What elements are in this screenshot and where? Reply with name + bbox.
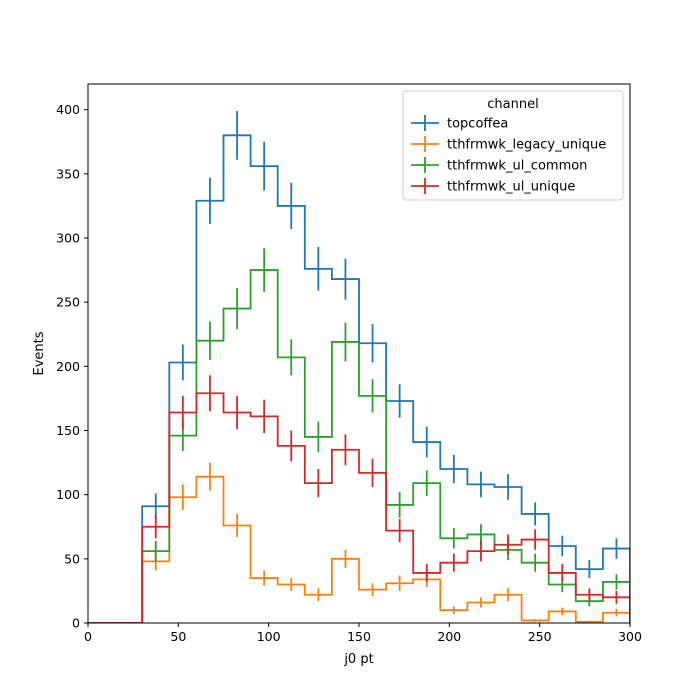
x-tick-label: 300 <box>618 629 642 644</box>
legend-label: tthfrmwk_legacy_unique <box>447 138 606 153</box>
legend-items: topcoffea tthfrmwk_legacy_unique tthfrmwk_… <box>411 115 606 195</box>
series-tthfrmwk_ul_unique <box>88 375 630 623</box>
series-layer <box>88 110 630 623</box>
legend-label: topcoffea <box>447 117 508 132</box>
y-tick-label: 150 <box>56 423 80 438</box>
series-topcoffea <box>88 110 630 623</box>
legend-item: tthfrmwk_legacy_unique <box>411 136 606 153</box>
axis-layer: 0 50 100 150 200 250 300 0 50 100 150 200 250 300 350 4… <box>56 102 642 644</box>
y-tick-label: 50 <box>64 551 80 566</box>
x-tick-label: 100 <box>257 629 281 644</box>
x-tick-label: 200 <box>437 629 461 644</box>
legend-item: tthfrmwk_ul_common <box>411 157 587 174</box>
y-tick-label: 300 <box>56 231 80 246</box>
legend: channel topcoffeatthfrmwk_legacy_uniquet… <box>402 90 624 201</box>
legend-label: tthfrmwk_ul_unique <box>447 180 575 195</box>
legend-box <box>402 90 624 201</box>
y-tick-label: 350 <box>56 166 80 181</box>
y-tick-label: 100 <box>56 487 80 502</box>
x-tick-label: 0 <box>84 629 92 644</box>
legend-label: tthfrmwk_ul_common <box>447 159 587 174</box>
step-line-tthfrmwk_legacy_unique <box>88 475 630 623</box>
x-tick-label: 250 <box>528 629 552 644</box>
x-tick-label: 50 <box>170 629 186 644</box>
y-tick-label: 200 <box>56 359 80 374</box>
y-tick-label: 0 <box>72 616 80 631</box>
y-tick-label: 400 <box>56 102 80 117</box>
legend-item: topcoffea <box>411 115 508 132</box>
x-tick-label: 150 <box>347 629 371 644</box>
y-tick-label: 250 <box>56 295 80 310</box>
step-line-topcoffea <box>88 134 630 623</box>
step-line-tthfrmwk_ul_common <box>88 269 630 623</box>
step-line-tthfrmwk_ul_unique <box>88 392 630 623</box>
legend-title: channel <box>487 97 538 112</box>
legend-item: tthfrmwk_ul_unique <box>411 178 575 195</box>
y-axis-label: Events <box>32 331 47 375</box>
x-axis-label: j0 pt <box>343 652 373 667</box>
